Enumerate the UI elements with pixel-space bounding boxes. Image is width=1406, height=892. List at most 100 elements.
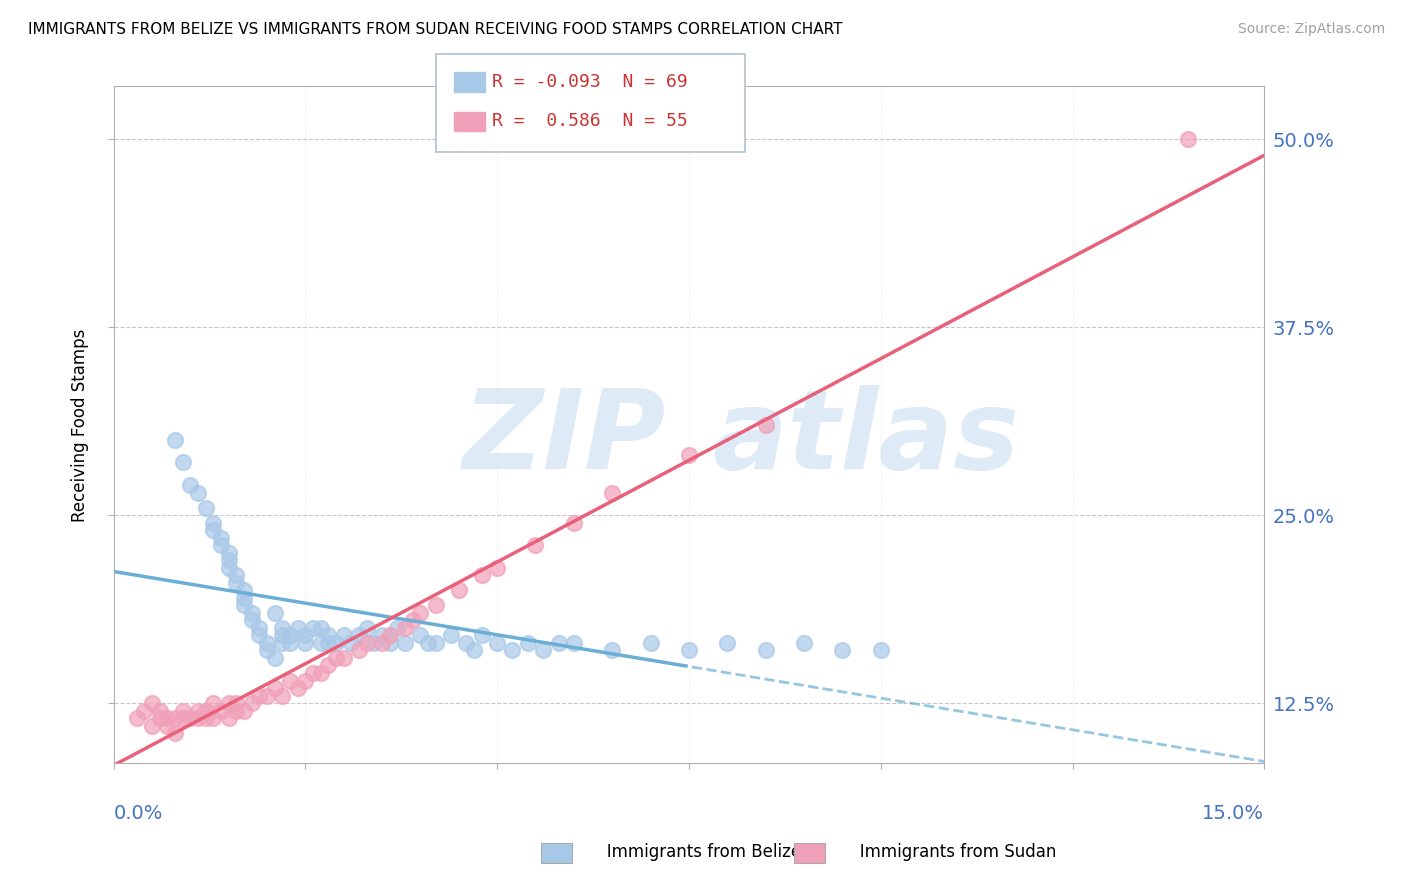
Point [163, 726, 186, 740]
Point [463, 643, 485, 657]
Point [240, 606, 263, 620]
Point [218, 546, 240, 560]
Point [225, 575, 247, 590]
Point [516, 636, 538, 650]
Text: ZIP: ZIP [463, 384, 666, 491]
Point [347, 643, 370, 657]
Point [456, 636, 478, 650]
Point [209, 704, 232, 718]
Point [356, 621, 378, 635]
Point [378, 628, 401, 642]
Point [562, 636, 585, 650]
Point [194, 711, 217, 725]
Point [209, 531, 232, 545]
Point [402, 613, 425, 627]
Point [294, 628, 316, 642]
Point [194, 704, 217, 718]
Point [716, 636, 738, 650]
Point [202, 523, 225, 537]
Point [187, 485, 209, 500]
Text: R = -0.093  N = 69: R = -0.093 N = 69 [492, 73, 688, 91]
Point [263, 651, 285, 665]
Point [225, 568, 247, 582]
Point [148, 704, 170, 718]
Point [247, 621, 270, 635]
Point [332, 628, 354, 642]
Point [318, 658, 340, 673]
Point [371, 636, 394, 650]
Point [233, 704, 256, 718]
Point [172, 704, 194, 718]
Point [394, 621, 416, 635]
Point [678, 448, 700, 462]
Point [247, 628, 270, 642]
Point [271, 636, 294, 650]
Point [134, 704, 156, 718]
Point [425, 636, 447, 650]
Point [240, 696, 263, 710]
Point [202, 696, 225, 710]
Point [309, 636, 332, 650]
Point [387, 621, 409, 635]
Point [247, 689, 270, 703]
Point [1177, 132, 1199, 146]
Point [340, 636, 363, 650]
Point [347, 628, 370, 642]
Point [218, 553, 240, 567]
Point [332, 651, 354, 665]
Point [233, 583, 256, 598]
Point [271, 628, 294, 642]
Point [256, 636, 278, 650]
Point [294, 673, 316, 688]
Point [271, 689, 294, 703]
Point [202, 711, 225, 725]
Point [501, 643, 523, 657]
Point [471, 628, 494, 642]
Point [447, 583, 470, 598]
Point [278, 628, 301, 642]
Y-axis label: Receiving Food Stamps: Receiving Food Stamps [72, 328, 89, 522]
Point [156, 719, 179, 733]
Point [547, 636, 569, 650]
Point [172, 455, 194, 469]
Point [831, 643, 853, 657]
Point [240, 613, 263, 627]
Point [263, 681, 285, 695]
Point [309, 621, 332, 635]
Point [263, 606, 285, 620]
Point [179, 711, 201, 725]
Point [640, 636, 662, 650]
Point [125, 711, 148, 725]
Point [409, 606, 432, 620]
Point [363, 636, 385, 650]
Point [294, 636, 316, 650]
Point [425, 599, 447, 613]
Point [287, 681, 309, 695]
Point [287, 621, 309, 635]
Point [194, 500, 217, 515]
Point [325, 636, 347, 650]
Point [218, 560, 240, 574]
Point [409, 628, 432, 642]
Point [256, 689, 278, 703]
Point [869, 643, 891, 657]
Point [486, 560, 509, 574]
Text: R =  0.586  N = 55: R = 0.586 N = 55 [492, 112, 688, 130]
Point [156, 711, 179, 725]
Point [225, 696, 247, 710]
Point [141, 719, 163, 733]
Point [486, 636, 509, 650]
Point [233, 599, 256, 613]
Point [600, 485, 623, 500]
Point [163, 711, 186, 725]
Point [318, 628, 340, 642]
Point [471, 568, 494, 582]
Point [233, 591, 256, 605]
Point [378, 636, 401, 650]
Point [755, 643, 778, 657]
Point [562, 516, 585, 530]
Point [755, 417, 778, 432]
Point [325, 651, 347, 665]
Point [531, 643, 554, 657]
Text: 15.0%: 15.0% [1202, 804, 1264, 823]
